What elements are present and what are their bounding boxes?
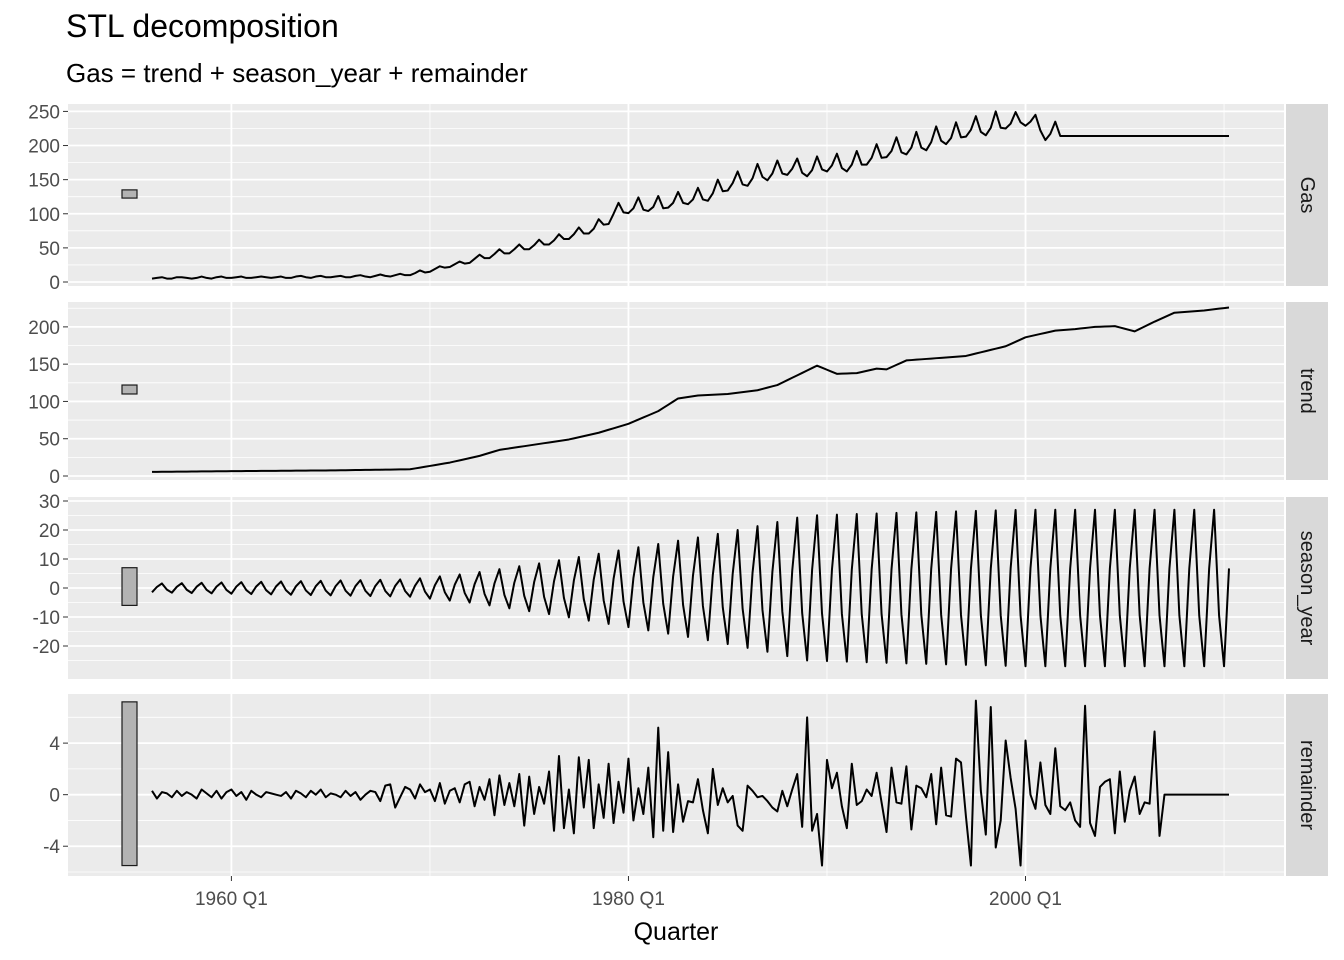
panel-background xyxy=(68,302,1284,480)
facet-strip xyxy=(1286,302,1328,480)
y-tick-label: 200 xyxy=(28,137,60,158)
facet-strip xyxy=(1286,497,1328,679)
x-tick-label: 1960 Q1 xyxy=(195,889,268,910)
y-tick-label: 10 xyxy=(39,550,60,571)
y-tick-label: 200 xyxy=(28,318,60,339)
chart-subtitle: Gas = trend + season_year + remainder xyxy=(66,58,528,88)
x-tick-label: 1980 Q1 xyxy=(592,889,665,910)
panel-Gas: 0 50 100 150 200 250 Gas xyxy=(28,102,1328,294)
series-line-Gas xyxy=(151,110,1229,280)
facet-label: remainder xyxy=(1296,740,1318,830)
panel-remainder: -4 0 4 remainder xyxy=(43,694,1328,876)
y-tick-label: 50 xyxy=(39,430,60,451)
scale-bar xyxy=(121,701,138,867)
y-tick-label: 250 xyxy=(28,102,60,123)
y-tick-label: 4 xyxy=(49,734,60,755)
y-tick-label: 150 xyxy=(28,355,60,376)
series-line-season-year xyxy=(151,508,1230,668)
y-tick-label: 0 xyxy=(49,786,60,807)
y-tick-label: -20 xyxy=(33,637,60,658)
y-tick-label: 0 xyxy=(49,273,60,294)
series-line-remainder xyxy=(151,699,1229,867)
facet-strip xyxy=(1286,694,1328,876)
facet-label: trend xyxy=(1296,368,1318,414)
y-tick-label: 30 xyxy=(39,492,60,513)
y-tick-label: 100 xyxy=(28,205,60,226)
series-line-trend xyxy=(151,306,1230,473)
facet-label: season_year xyxy=(1296,531,1318,646)
panel-trend: 0 50 100 150 200 trend xyxy=(28,302,1328,488)
x-tick-label: 2000 Q1 xyxy=(989,889,1062,910)
y-tick-label: 100 xyxy=(28,392,60,413)
x-axis-label: Quarter xyxy=(634,918,719,946)
scale-bar xyxy=(121,384,138,395)
scale-bar xyxy=(121,189,138,199)
facet-label: Gas xyxy=(1296,177,1318,214)
scale-bar xyxy=(121,567,138,607)
y-tick-label: 0 xyxy=(49,579,60,600)
y-tick-label: -4 xyxy=(43,837,60,858)
chart-title: STL decomposition xyxy=(66,8,339,44)
y-tick-label: -10 xyxy=(33,608,60,629)
y-tick-label: 150 xyxy=(28,171,60,192)
y-tick-label: 50 xyxy=(39,239,60,260)
facet-strip xyxy=(1286,104,1328,286)
y-tick-label: 0 xyxy=(49,467,60,488)
y-tick-label: 20 xyxy=(39,521,60,542)
panel-season-year: -20 -10 0 10 20 30 season_year xyxy=(33,492,1328,679)
